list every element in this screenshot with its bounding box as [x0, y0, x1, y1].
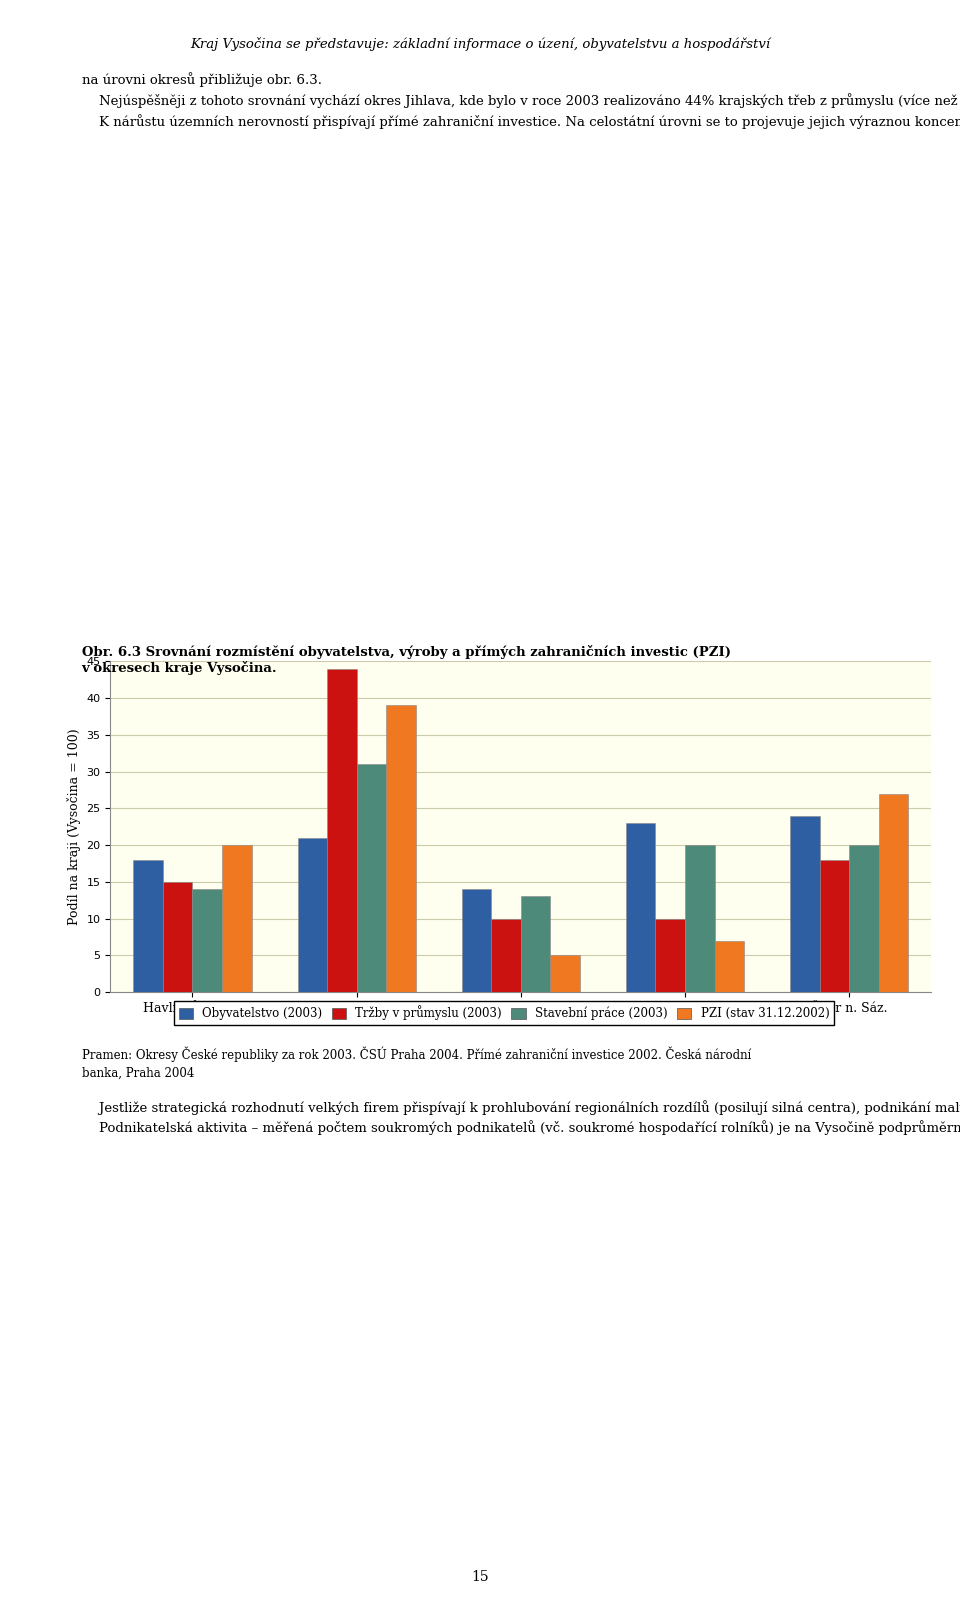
Bar — [520, 897, 550, 992]
Text: Jestliže strategická rozhodnutí velkých firem přispívají k prohlubování regionál: Jestliže strategická rozhodnutí velkých … — [82, 1100, 960, 1136]
Bar — [714, 940, 744, 992]
Legend: Obyvatelstvo (2003), Tržby v průmyslu (2003), Stavební práce (2003), PZI (stav 3: Obyvatelstvo (2003), Tržby v průmyslu (2… — [174, 1000, 834, 1026]
Y-axis label: Podíl na kraji (Vysočina = 100): Podíl na kraji (Vysočina = 100) — [67, 729, 81, 924]
Bar — [626, 823, 656, 992]
Bar — [133, 860, 163, 992]
Bar — [878, 794, 908, 992]
Text: na úrovni okresů přibližuje obr. 6.3.
    Nejúspěšněji z tohoto srovnání vychází: na úrovni okresů přibližuje obr. 6.3. Ne… — [82, 73, 960, 129]
Bar — [192, 889, 222, 992]
Bar — [550, 955, 580, 992]
Text: 15: 15 — [471, 1569, 489, 1584]
Bar — [386, 705, 416, 992]
Bar — [656, 918, 685, 992]
Bar — [222, 845, 252, 992]
Bar — [790, 816, 820, 992]
Text: Pramen: Okresy České republiky za rok 2003. ČSÚ Praha 2004. Přímé zahraniční inv: Pramen: Okresy České republiky za rok 20… — [82, 1047, 751, 1079]
Bar — [298, 837, 327, 992]
Bar — [685, 845, 714, 992]
Bar — [492, 918, 520, 992]
Bar — [849, 845, 878, 992]
Text: Obr. 6.3 Srovnání rozmístění obyvatelstva, výroby a přímých zahraničních investi: Obr. 6.3 Srovnání rozmístění obyvatelstv… — [82, 645, 731, 676]
Bar — [462, 889, 492, 992]
Bar — [327, 669, 357, 992]
Text: Kraj Vysočina se představuje: základní informace o úzení, obyvatelstvu a hospodá: Kraj Vysočina se představuje: základní i… — [190, 37, 770, 52]
Bar — [163, 882, 192, 992]
Bar — [820, 860, 849, 992]
Bar — [357, 765, 386, 992]
